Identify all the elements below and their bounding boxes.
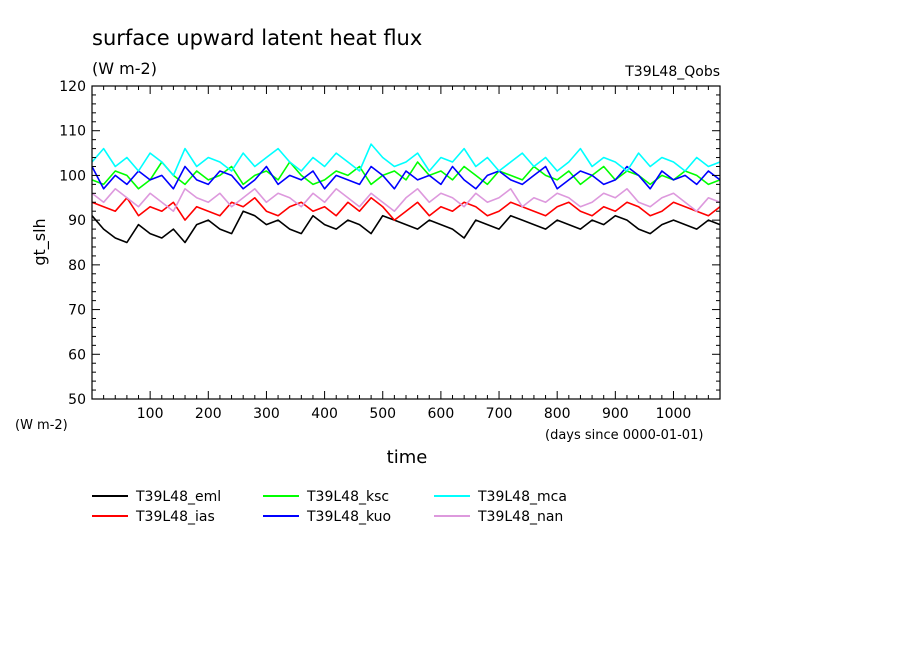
legend-label: T39L48_mca <box>477 489 567 505</box>
legend-item-T39L48_ias: T39L48_ias <box>92 509 215 525</box>
x-tick-label: 1000 <box>656 406 692 422</box>
x-tick-label: 400 <box>311 406 338 422</box>
x-tick-label: 300 <box>253 406 280 422</box>
legend-item-T39L48_kuo: T39L48_kuo <box>263 509 391 525</box>
legend-label: T39L48_nan <box>477 509 563 525</box>
y-tick-label: 70 <box>68 303 86 319</box>
x-tick-label: 100 <box>137 406 164 422</box>
series-line-T39L48_kuo <box>91 165 721 190</box>
y-tick-label: 100 <box>59 168 86 184</box>
legend-label: T39L48_kuo <box>306 509 391 525</box>
x-tick-label: 200 <box>195 406 222 422</box>
y-tick-label: 60 <box>68 347 86 363</box>
experiment-label: T39L48_Qobs <box>624 64 720 80</box>
tick-layer: 100 200 300 400 500 600 700 800 900 1000 50 60 70 80 9… <box>59 79 720 422</box>
legend-label: T39L48_ksc <box>306 489 389 505</box>
y-tick-label: 50 <box>68 392 86 408</box>
x-tick-label: 500 <box>369 406 396 422</box>
x-tick-label: 900 <box>602 406 629 422</box>
series-line-T39L48_mca <box>91 143 721 177</box>
chart-subtitle: (W m-2) <box>92 59 157 78</box>
y-unit-label: (W m-2) <box>15 418 68 433</box>
series-layer <box>91 143 721 244</box>
y-tick-label: 120 <box>59 79 86 95</box>
legend-label: T39L48_ias <box>135 509 215 525</box>
chart-title: surface upward latent heat flux <box>92 26 422 50</box>
x-axis-label: time <box>387 447 428 468</box>
legend-item-T39L48_eml: T39L48_eml <box>92 489 221 505</box>
legend-item-T39L48_ksc: T39L48_ksc <box>263 489 389 505</box>
y-tick-label: 80 <box>68 258 86 274</box>
x-unit-label: (days since 0000-01-01) <box>545 428 703 443</box>
legend-label: T39L48_eml <box>135 489 221 505</box>
x-tick-label: 800 <box>544 406 571 422</box>
x-tick-label: 600 <box>428 406 455 422</box>
legend-item-T39L48_mca: T39L48_mca <box>434 489 567 505</box>
y-tick-label: 110 <box>59 124 86 140</box>
series-line-T39L48_eml <box>91 210 721 244</box>
series-line-T39L48_nan <box>91 188 721 212</box>
y-axis-label: gt_slh <box>30 218 50 265</box>
series-line-T39L48_ias <box>91 197 721 221</box>
x-tick-label: 700 <box>486 406 513 422</box>
legend: T39L48_eml T39L48_ias T39L48_ksc T39L48_kuo… <box>92 489 567 525</box>
legend-item-T39L48_nan: T39L48_nan <box>434 509 563 525</box>
y-tick-label: 90 <box>68 213 86 229</box>
